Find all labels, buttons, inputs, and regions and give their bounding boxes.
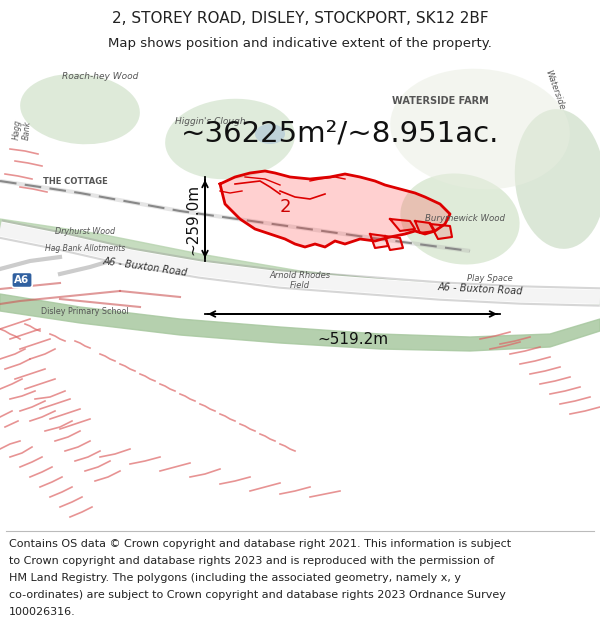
Polygon shape bbox=[390, 219, 415, 231]
Ellipse shape bbox=[20, 74, 140, 144]
Polygon shape bbox=[0, 219, 600, 304]
Text: Contains OS data © Crown copyright and database right 2021. This information is : Contains OS data © Crown copyright and d… bbox=[9, 539, 511, 549]
Text: to Crown copyright and database rights 2023 and is reproduced with the permissio: to Crown copyright and database rights 2… bbox=[9, 556, 494, 566]
Text: 2: 2 bbox=[279, 198, 291, 216]
Text: Disley Primary School: Disley Primary School bbox=[41, 307, 129, 316]
Text: ~259.0m: ~259.0m bbox=[185, 184, 200, 254]
Ellipse shape bbox=[515, 109, 600, 249]
Ellipse shape bbox=[255, 124, 285, 144]
Ellipse shape bbox=[400, 174, 520, 264]
Text: Burymewick Wood: Burymewick Wood bbox=[425, 214, 505, 223]
Text: Waterside: Waterside bbox=[544, 69, 566, 111]
Text: Hagg
Bank: Hagg Bank bbox=[11, 119, 32, 141]
Text: WATERSIDE FARM: WATERSIDE FARM bbox=[392, 96, 488, 106]
Text: THE COTTAGE: THE COTTAGE bbox=[43, 177, 107, 186]
Text: HM Land Registry. The polygons (including the associated geometry, namely x, y: HM Land Registry. The polygons (includin… bbox=[9, 572, 461, 582]
Text: Arnold Rhodes
Field: Arnold Rhodes Field bbox=[269, 271, 331, 291]
Polygon shape bbox=[370, 234, 388, 248]
Ellipse shape bbox=[165, 99, 295, 179]
Ellipse shape bbox=[390, 69, 570, 189]
Text: A6 - Buxton Road: A6 - Buxton Road bbox=[102, 256, 188, 278]
Polygon shape bbox=[415, 221, 435, 233]
Text: A6: A6 bbox=[14, 275, 29, 285]
Text: ~519.2m: ~519.2m bbox=[317, 332, 388, 347]
Text: Map shows position and indicative extent of the property.: Map shows position and indicative extent… bbox=[108, 38, 492, 51]
Text: Roach-hey Wood: Roach-hey Wood bbox=[62, 72, 138, 81]
Text: 100026316.: 100026316. bbox=[9, 607, 76, 617]
Text: A6 - Buxton Road: A6 - Buxton Road bbox=[437, 282, 523, 296]
Text: ~36225m²/~8.951ac.: ~36225m²/~8.951ac. bbox=[181, 120, 499, 148]
Polygon shape bbox=[220, 171, 450, 247]
Text: Higgin's Clough: Higgin's Clough bbox=[175, 117, 245, 126]
Text: co-ordinates) are subject to Crown copyright and database rights 2023 Ordnance S: co-ordinates) are subject to Crown copyr… bbox=[9, 590, 506, 600]
Text: Play Space: Play Space bbox=[467, 274, 513, 283]
Text: 2, STOREY ROAD, DISLEY, STOCKPORT, SK12 2BF: 2, STOREY ROAD, DISLEY, STOCKPORT, SK12 … bbox=[112, 11, 488, 26]
Polygon shape bbox=[385, 236, 403, 250]
Polygon shape bbox=[0, 294, 600, 351]
Text: Hag Bank Allotments: Hag Bank Allotments bbox=[45, 244, 125, 253]
Text: Dryhurst Wood: Dryhurst Wood bbox=[55, 227, 115, 236]
Polygon shape bbox=[430, 224, 452, 239]
